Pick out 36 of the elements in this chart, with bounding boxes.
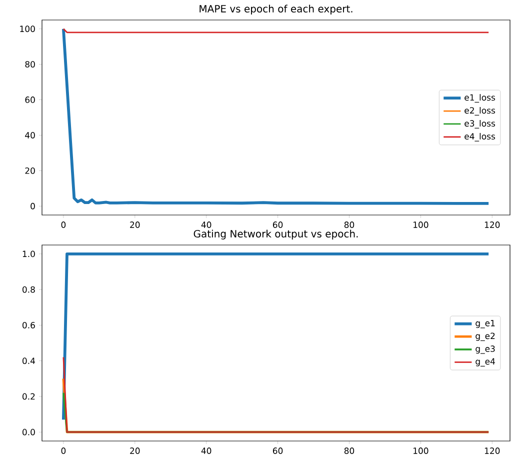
y-tick-label: 1.0 [22, 250, 35, 258]
chart-title: MAPE vs epoch of each expert. [200, 4, 352, 14]
x-tick-label: 40 [201, 222, 212, 228]
legend-label: e1_loss [464, 94, 496, 103]
legend-label: g_e2 [476, 332, 495, 342]
legend-label: g_e4 [476, 358, 495, 367]
y-tick-label: 60 [25, 96, 35, 103]
y-tick-label: 0.0 [22, 428, 35, 436]
y-tick-label: 80 [25, 61, 35, 68]
y-tick-label: 20 [25, 167, 35, 174]
y-tick-label: 0.8 [22, 286, 35, 293]
y-tick-label: 0 [30, 202, 35, 210]
x-tick-label: 80 [344, 222, 354, 228]
y-tick-label: 40 [25, 132, 35, 138]
x-tick-label: 0 [61, 222, 66, 228]
y-tick-label: 100 [20, 26, 35, 32]
y-tick-label: 0.6 [22, 322, 35, 328]
x-tick-label: 60 [272, 222, 283, 228]
x-tick-label: 120 [484, 222, 500, 228]
y-tick-label: 0.2 [22, 393, 35, 400]
chart-title: Gating Network output vs epoch. [194, 230, 358, 240]
x-tick-label: 20 [130, 222, 140, 228]
legend-label: g_e1 [476, 320, 495, 328]
x-tick-label: 120 [484, 448, 500, 454]
legend-label: e4_loss [464, 132, 496, 142]
x-tick-label: 0 [61, 448, 66, 454]
legend-label: e3_loss [464, 120, 496, 128]
legend-label: g_e3 [476, 346, 495, 354]
y-tick-label: 0.4 [22, 358, 35, 364]
x-tick-label: 60 [272, 448, 283, 454]
x-tick-label: 80 [344, 448, 354, 454]
x-tick-label: 20 [130, 448, 140, 454]
x-tick-label: 100 [414, 222, 428, 228]
legend-label: e2_loss [464, 107, 496, 116]
x-tick-label: 100 [414, 448, 428, 454]
x-tick-label: 40 [201, 448, 212, 454]
